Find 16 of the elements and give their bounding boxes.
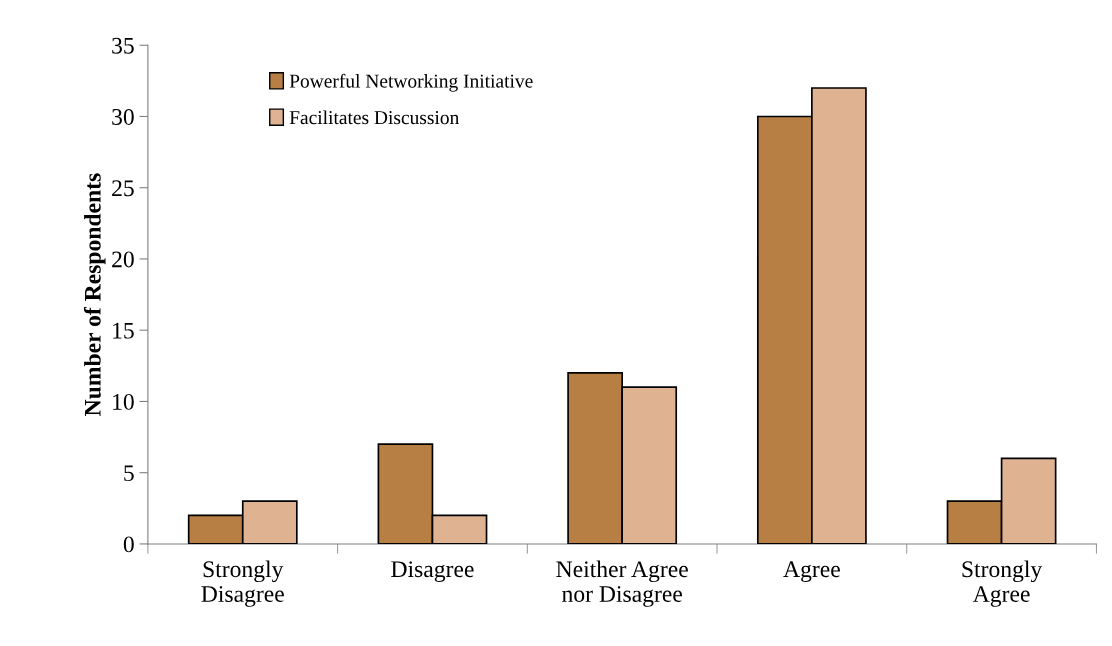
y-tick-label: 20 bbox=[112, 251, 134, 268]
y-tick-label: 5 bbox=[124, 465, 134, 482]
y-tick-label: 35 bbox=[112, 37, 134, 54]
legend-label: Powerful Networking Initiative bbox=[289, 73, 533, 92]
x-tick-label: Strongly Agree bbox=[962, 560, 1043, 607]
y-tick-label: 30 bbox=[112, 108, 134, 125]
y-axis-title: Number of Respondents bbox=[83, 173, 106, 416]
x-tick-label: Strongly Disagree bbox=[201, 560, 284, 607]
y-tick-label: 0 bbox=[123, 536, 134, 553]
x-tick-label: Agree bbox=[783, 561, 840, 583]
y-tick-label: 25 bbox=[112, 180, 134, 197]
x-tick-label: Disagree bbox=[391, 561, 474, 583]
legend-label: Facilitates Discussion bbox=[289, 110, 459, 125]
y-tick-label: 15 bbox=[113, 322, 134, 339]
x-tick-label: Neither Agree nor Disagree bbox=[556, 560, 688, 607]
y-tick-label: 10 bbox=[113, 393, 134, 410]
